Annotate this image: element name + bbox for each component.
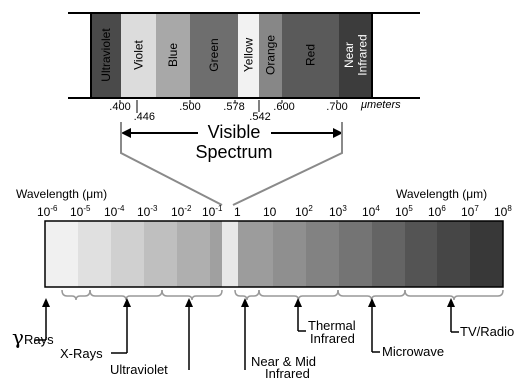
band-red <box>282 13 339 98</box>
scale-label: 10-2 <box>171 204 192 219</box>
spectrum-segment <box>470 221 503 287</box>
wavelength-scale-right: 1 10 102 103 104 105 106 107 108 <box>234 204 512 219</box>
visible-tick-label: .446 <box>134 111 155 123</box>
visible-tick-label: .578 <box>223 101 244 113</box>
visible-label-line1: Visible <box>208 122 261 142</box>
spectrum-segment <box>372 221 405 287</box>
wavelength-title-right: Wavelength (μm) <box>396 187 487 201</box>
region-brace <box>89 289 163 301</box>
spectrum-segment <box>210 221 222 287</box>
spectrum-segment <box>273 221 306 287</box>
gamma-arrowhead <box>42 298 50 307</box>
region-braces <box>61 289 504 301</box>
zoom-connector-right <box>232 122 343 206</box>
scale-label: 107 <box>461 204 479 219</box>
scale-label: 106 <box>428 204 446 219</box>
band-label: Yellow <box>242 38 256 73</box>
uv-label: Ultraviolet <box>110 362 168 377</box>
zoom-connector-left <box>120 122 223 206</box>
spectrum-regions: γ Rays X-Rays Ultraviolet Near & Mid Inf… <box>12 298 514 378</box>
wavelength-unit-label: μmeters <box>360 99 401 111</box>
nir-arrowhead <box>241 298 249 307</box>
xrays-arrowhead <box>123 298 131 307</box>
band-blue <box>156 13 190 98</box>
band-ultraviolet <box>91 13 121 98</box>
visible-tick-label: .600 <box>273 101 294 113</box>
visible-bands: Ultraviolet Violet Blue Green Yellow Orange Re… <box>90 12 373 99</box>
region-brace <box>234 289 260 301</box>
scale-label: 108 <box>494 204 512 219</box>
band-label: Green <box>207 38 221 71</box>
spectrum-segment <box>45 221 78 287</box>
spectrum-segment <box>222 221 238 287</box>
gamma-rays-label: Rays <box>24 332 54 347</box>
scale-label: 105 <box>395 204 413 219</box>
full-spectrum-bar <box>44 220 504 288</box>
visible-arrowhead-left <box>121 128 131 138</box>
band-label: Orange <box>264 35 278 75</box>
visible-label-line2: Spectrum <box>195 142 272 162</box>
band-orange <box>259 13 282 98</box>
scale-label: 102 <box>295 204 313 219</box>
spectrum-bar-frame <box>44 220 504 288</box>
visible-ticks: .400 .446 .500 .578 .542.600 .700 <box>109 100 348 123</box>
visible-spectrum-label-group: Visible Spectrum <box>120 122 343 206</box>
band-label: Blue <box>166 43 180 67</box>
thermal-label-line1: Thermal <box>308 318 356 333</box>
spectrum-segment <box>111 221 144 287</box>
visible-tick-label: .700 <box>326 101 347 113</box>
scale-label: 1 <box>234 205 241 219</box>
wavelength-scale-left: 10-6 10-5 10-4 10-3 10-2 10-1 <box>37 204 223 219</box>
band-near-infrared <box>339 13 372 98</box>
spectrum-segment <box>78 221 111 287</box>
spectrum-segment <box>238 221 273 287</box>
spectrum-segment <box>339 221 372 287</box>
spectrum-segment <box>405 221 437 287</box>
visible-tick-label: .400 <box>109 101 130 113</box>
scale-label: 10-1 <box>202 204 223 219</box>
region-brace <box>258 289 339 301</box>
band-label: Ultraviolet <box>99 28 113 82</box>
scale-label: 10-3 <box>137 204 158 219</box>
band-green <box>190 13 238 98</box>
thermal-arrowhead <box>294 298 302 307</box>
visible-tick-label: .500 <box>179 101 200 113</box>
tvradio-arrowhead <box>447 298 455 307</box>
band-label: Violet <box>132 39 146 69</box>
microwave-arrowhead <box>368 298 376 307</box>
nir-label-line1: Near & Mid <box>251 354 316 369</box>
scale-label: 10-6 <box>37 204 58 219</box>
band-violet <box>121 13 156 98</box>
scale-label: 103 <box>329 204 347 219</box>
visible-tick-label: .542 <box>249 111 270 123</box>
band-label: NearInfrared <box>342 34 369 75</box>
region-brace <box>337 289 406 301</box>
tvradio-label: TV/Radio <box>460 324 514 339</box>
nir-label-line2: Infrared <box>265 366 310 378</box>
spectrum-segment <box>177 221 210 287</box>
band-label: Red <box>304 44 318 66</box>
spectrum-segment <box>437 221 470 287</box>
visible-arrowhead-right <box>333 128 343 138</box>
scale-label: 10-4 <box>104 204 125 219</box>
xrays-label: X-Rays <box>60 346 103 361</box>
scale-label: 10 <box>263 205 277 219</box>
scale-label: 10-5 <box>70 204 91 219</box>
band-yellow <box>238 13 259 98</box>
region-brace <box>161 289 223 301</box>
spectrum-segment <box>306 221 339 287</box>
visible-spectrum-strip: Ultraviolet Violet Blue Green Yellow Orange Re… <box>68 12 420 123</box>
spectrum-segment <box>144 221 177 287</box>
region-brace <box>404 289 504 301</box>
thermal-label-line2: Infrared <box>310 331 355 346</box>
region-brace <box>61 289 91 301</box>
microwave-label: Microwave <box>382 344 444 359</box>
uv-arrowhead <box>185 298 193 307</box>
scale-label: 104 <box>362 204 380 219</box>
wavelength-title-left: Wavelength (μm) <box>16 187 107 201</box>
gamma-symbol: γ <box>12 325 24 349</box>
